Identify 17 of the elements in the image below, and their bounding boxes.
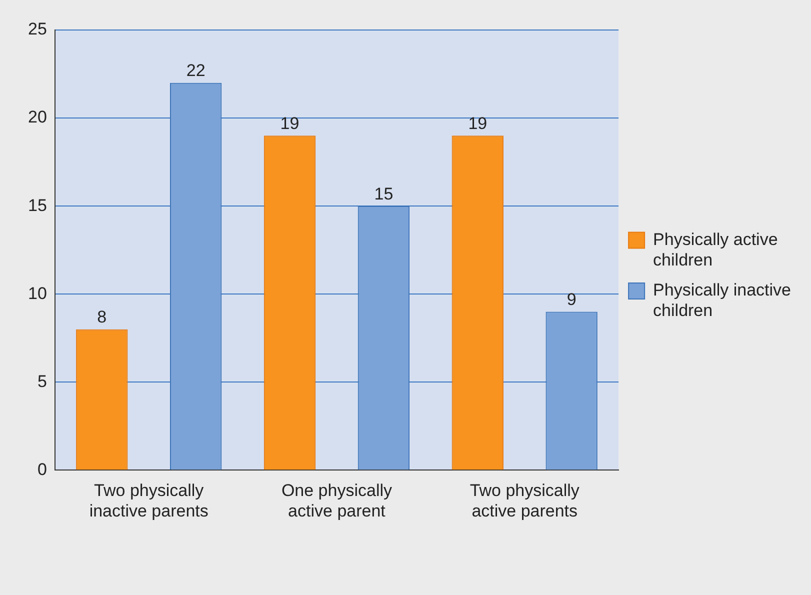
y-tick-label: 5 [37,372,47,391]
data-label: 19 [468,114,488,133]
data-label: 15 [374,184,394,204]
data-label: 8 [97,308,107,327]
y-tick-label: 10 [28,284,47,303]
data-label: 22 [186,61,206,80]
x-tick-label: Two physically active parents [470,481,580,520]
legend-label: Physically inactive children [653,280,792,320]
y-tick-label: 25 [28,20,47,39]
y-tick-label: 0 [37,460,47,479]
data-label: 9 [566,290,576,309]
x-tick-label: One physically active parent [281,481,392,520]
legend-label: Physically active children [653,230,778,270]
y-tick-label: 20 [28,108,47,127]
data-label: 19 [280,114,300,133]
x-tick-label: Two physically inactive parents [89,481,208,520]
y-tick-label: 15 [28,196,47,215]
